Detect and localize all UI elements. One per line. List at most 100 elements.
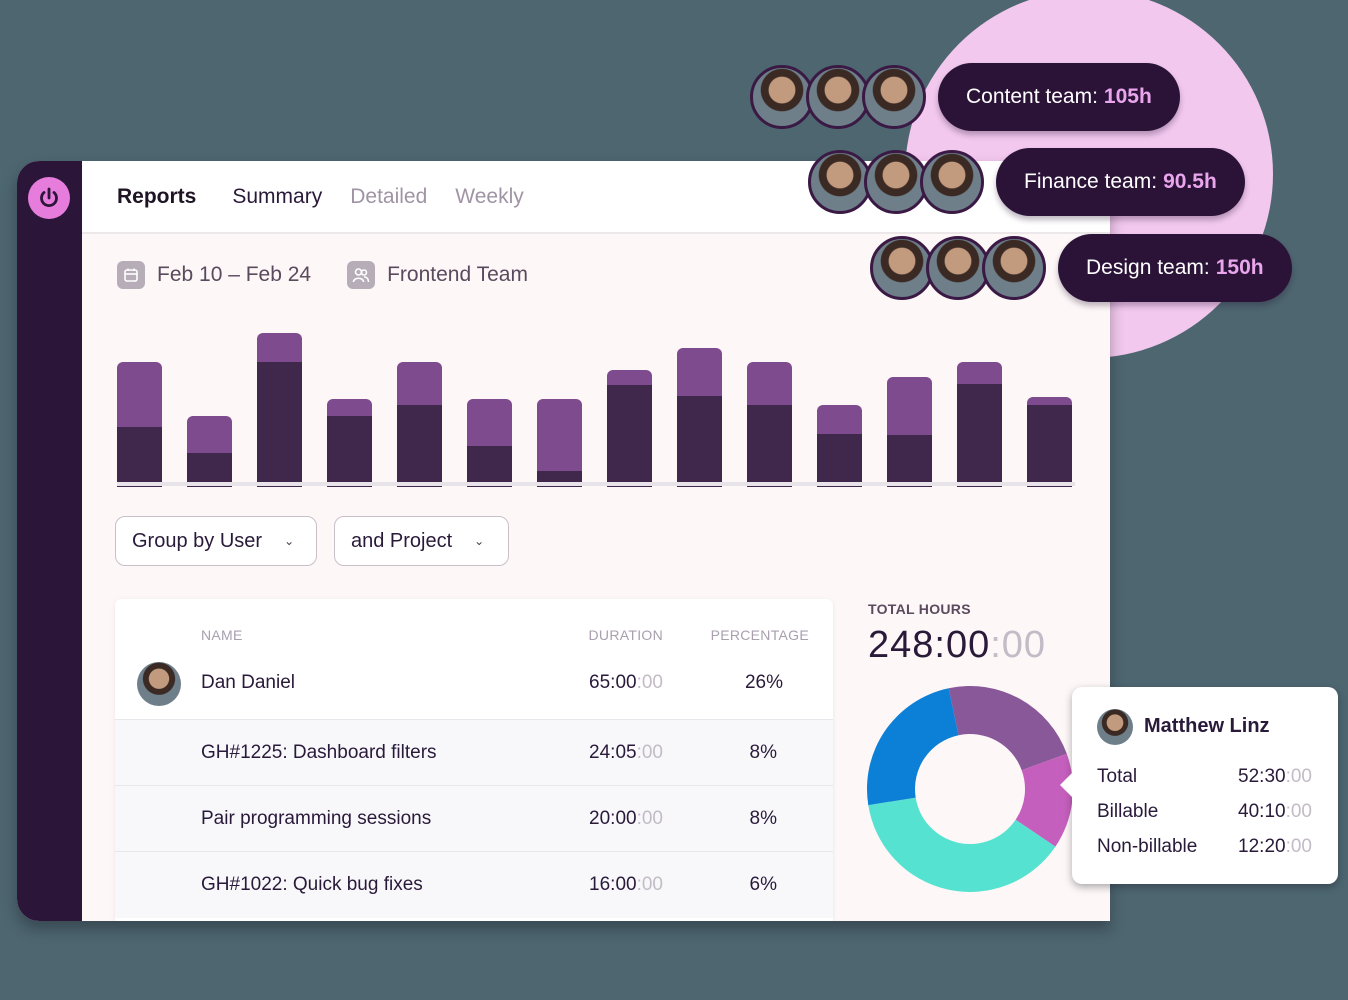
avatar xyxy=(750,65,814,129)
chart-bar-segment xyxy=(1027,405,1072,487)
page-title: Reports xyxy=(117,184,197,208)
tooltip-arrow xyxy=(1060,773,1072,797)
row-duration: 24:05:00 xyxy=(589,742,663,763)
chart-bar[interactable] xyxy=(607,370,652,487)
date-range-filter[interactable]: Feb 10 – Feb 24 xyxy=(117,261,311,289)
chart-bar[interactable] xyxy=(817,405,862,487)
row-name: Dan Daniel xyxy=(201,672,295,693)
tab-detailed[interactable]: Detailed xyxy=(350,184,428,208)
app-logo-button[interactable] xyxy=(28,177,70,219)
tab-weekly[interactable]: Weekly xyxy=(455,184,524,208)
chart-bar[interactable] xyxy=(467,399,512,487)
table-row-user[interactable]: Dan Daniel 65:00:00 26% xyxy=(115,654,833,720)
chart-baseline xyxy=(117,482,1075,486)
chart-bar-segment xyxy=(257,362,302,487)
bar-chart xyxy=(117,321,1075,487)
tooltip-row-billable: Billable 40:10:00 xyxy=(1097,801,1312,822)
user-tooltip: Matthew Linz Total 52:30:00 Billable 40:10… xyxy=(1060,687,1338,884)
tooltip-row-total: Total 52:30:00 xyxy=(1097,766,1312,787)
chart-bar[interactable] xyxy=(397,362,442,487)
power-icon xyxy=(40,187,58,207)
column-header-percentage[interactable]: PERCENTAGE xyxy=(710,627,809,643)
team-label: Frontend Team xyxy=(387,263,528,286)
total-hours-label: TOTAL HOURS xyxy=(868,601,971,617)
row-duration: 16:00:00 xyxy=(589,874,663,895)
chart-bar-segment xyxy=(397,405,442,487)
chevron-down-icon: ⌄ xyxy=(474,534,485,548)
tooltip-user-name: Matthew Linz xyxy=(1144,715,1270,737)
row-name: GH#1022: Quick bug fixes xyxy=(201,874,423,895)
column-header-name[interactable]: NAME xyxy=(201,627,243,643)
total-hours-value: 248:00:00 xyxy=(868,624,1047,666)
report-table: NAME DURATION PERCENTAGE Dan Daniel 65:0… xyxy=(115,599,833,921)
report-filters: Feb 10 – Feb 24 Frontend Team xyxy=(117,261,564,289)
avatar xyxy=(864,150,928,214)
and-project-label: and Project xyxy=(351,529,453,552)
chart-bar[interactable] xyxy=(187,416,232,487)
chart-bar[interactable] xyxy=(117,362,162,487)
donut-segment[interactable] xyxy=(868,797,1056,892)
donut-chart[interactable] xyxy=(867,686,1073,892)
team-hours-pill: Finance team: 90.5h xyxy=(996,148,1245,216)
donut-segment[interactable] xyxy=(948,686,1067,771)
avatar xyxy=(137,662,181,706)
avatar xyxy=(920,150,984,214)
chart-bar[interactable] xyxy=(957,362,1002,487)
chart-bar[interactable] xyxy=(1027,397,1072,487)
chart-bar[interactable] xyxy=(747,362,792,487)
calendar-icon xyxy=(117,261,145,289)
row-percentage: 6% xyxy=(749,874,777,895)
row-name: Pair programming sessions xyxy=(201,808,432,829)
donut-segment[interactable] xyxy=(867,688,959,806)
column-header-duration[interactable]: DURATION xyxy=(588,627,663,643)
chart-bar[interactable] xyxy=(887,377,932,487)
team-badge-design[interactable]: Design team: 150h xyxy=(870,234,1292,302)
avatar xyxy=(926,236,990,300)
tab-summary[interactable]: Summary xyxy=(232,184,323,208)
team-filter[interactable]: Frontend Team xyxy=(347,261,528,289)
row-name: GH#1225: Dashboard filters xyxy=(201,742,437,763)
sidebar xyxy=(17,161,82,921)
chart-bar-segment xyxy=(817,434,862,487)
chart-bar-segment xyxy=(887,435,932,487)
avatar xyxy=(862,65,926,129)
chart-bar-segment xyxy=(957,384,1002,487)
row-duration: 65:00:00 xyxy=(589,672,663,693)
table-row[interactable]: Pair programming sessions 20:00:00 8% xyxy=(115,786,833,852)
group-by-dropdown[interactable]: Group by User ⌄ xyxy=(115,516,317,566)
avatar-group xyxy=(808,150,984,214)
avatar xyxy=(982,236,1046,300)
tooltip-row-non-billable: Non-billable 12:20:00 xyxy=(1097,836,1312,857)
chart-bar-segment xyxy=(327,416,372,487)
chart-bar[interactable] xyxy=(327,399,372,487)
team-badge-content[interactable]: Content team: 105h xyxy=(750,63,1180,131)
table-row[interactable]: GH#1022: Quick bug fixes 16:00:00 6% xyxy=(115,852,833,918)
avatar xyxy=(808,150,872,214)
app-window: Reports Summary Detailed Weekly Feb 10 –… xyxy=(17,161,1110,921)
team-badge-finance[interactable]: Finance team: 90.5h xyxy=(808,148,1245,216)
table-row[interactable]: GH#1225: Dashboard filters 24:05:00 8% xyxy=(115,720,833,786)
avatar xyxy=(1097,709,1133,745)
chart-bar-segment xyxy=(677,396,722,487)
row-duration: 20:00:00 xyxy=(589,808,663,829)
row-percentage: 26% xyxy=(744,672,783,693)
avatar-group xyxy=(750,65,926,129)
chart-bar[interactable] xyxy=(537,399,582,487)
row-percentage: 8% xyxy=(749,808,777,829)
chart-bar-segment xyxy=(467,446,512,487)
avatar xyxy=(870,236,934,300)
avatar-group xyxy=(870,236,1046,300)
row-percentage: 8% xyxy=(749,742,777,763)
team-hours-pill: Content team: 105h xyxy=(938,63,1180,131)
team-hours-pill: Design team: 150h xyxy=(1058,234,1292,302)
chart-bar-segment xyxy=(187,453,232,487)
chart-bar-segment xyxy=(607,385,652,487)
chart-bar[interactable] xyxy=(257,333,302,487)
chart-bar-segment xyxy=(747,405,792,487)
and-project-dropdown[interactable]: and Project ⌄ xyxy=(334,516,509,566)
date-range-label: Feb 10 – Feb 24 xyxy=(157,263,312,286)
chart-bar-segment xyxy=(117,427,162,487)
chart-bar[interactable] xyxy=(677,348,722,487)
donut-segment[interactable] xyxy=(1015,753,1073,847)
chevron-down-icon: ⌄ xyxy=(284,534,295,548)
